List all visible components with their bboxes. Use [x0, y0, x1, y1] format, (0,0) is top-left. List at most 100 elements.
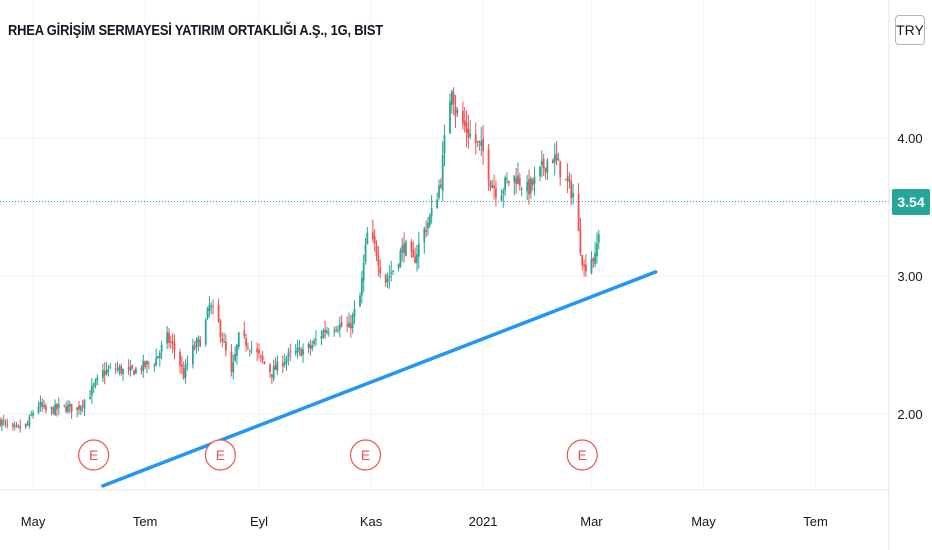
earnings-marker-ring [204, 439, 237, 471]
candle-body [474, 134, 477, 143]
candle-body [206, 308, 209, 319]
candle-body [320, 335, 323, 339]
candle-body [327, 332, 330, 334]
candle-body [39, 402, 42, 407]
candle-body [353, 308, 356, 317]
candle-body [45, 405, 47, 411]
candle-body [131, 364, 134, 369]
candle-body [281, 362, 284, 367]
currency-button[interactable]: TRY [895, 15, 925, 45]
earnings-marker-ring [78, 439, 110, 471]
candle-body [461, 110, 464, 124]
candle-body [225, 341, 227, 351]
candle-body [454, 106, 457, 116]
candle-body [272, 366, 275, 379]
candle-body [568, 179, 571, 181]
candle-body [41, 402, 44, 407]
candle-body [315, 339, 317, 341]
candle-body [520, 188, 523, 190]
candle-body [24, 423, 27, 428]
earnings-marker-label: E [216, 447, 225, 463]
candle-body [248, 350, 251, 352]
candle-body [452, 93, 455, 105]
candle-body [116, 368, 119, 370]
candle-body [4, 422, 7, 424]
grid-lines [0, 0, 889, 490]
earnings-marker-ring [349, 439, 382, 471]
candle-body [261, 356, 264, 360]
candle-body [2, 420, 5, 422]
candle-body [182, 368, 185, 379]
candle-body [78, 405, 80, 410]
candle-body [0, 420, 3, 426]
earnings-marker[interactable]: E [78, 439, 110, 471]
candle-body [96, 377, 99, 381]
candle-body [401, 245, 404, 253]
candle-body [184, 364, 187, 378]
candle-body [92, 384, 95, 387]
time-axis[interactable]: May Tem Eyl Kas 2021 Mar May Tem [0, 489, 889, 529]
candle-body [232, 362, 235, 373]
candle-body [120, 365, 123, 374]
candle-body [19, 426, 22, 429]
candle-body [386, 278, 389, 283]
candle-body [146, 361, 148, 365]
candle-body [140, 367, 143, 371]
candle-body [592, 258, 595, 262]
candle-body [195, 340, 198, 348]
candle-body [439, 184, 442, 188]
candle-body [157, 355, 159, 359]
y-tick-label: 2.00 [897, 407, 922, 422]
candle-body [274, 364, 277, 370]
candle-body [570, 180, 573, 199]
x-tick-label: May [691, 514, 716, 529]
candle-body [371, 231, 374, 239]
candle-body [403, 243, 405, 254]
x-tick-label: 2021 [469, 514, 498, 529]
candle-body [351, 315, 354, 329]
candle-body [171, 341, 174, 344]
candle-body [425, 229, 428, 232]
candle-body [199, 339, 202, 347]
candle-body [142, 360, 145, 371]
candle-body [193, 346, 196, 349]
candle-body [572, 192, 574, 198]
candle-body [270, 374, 273, 377]
candle-body [324, 329, 327, 333]
candle-body [54, 404, 57, 415]
candle-body [90, 386, 93, 396]
price-axis[interactable]: 2.00 3.00 4.00 [888, 0, 923, 550]
candle-body [298, 347, 301, 349]
candle-body [450, 90, 453, 105]
candle-body [379, 267, 382, 274]
candle-body [135, 368, 137, 374]
candle-body [326, 330, 328, 334]
candle-body [307, 344, 310, 348]
candle-body [259, 355, 262, 357]
candle-body [430, 208, 433, 217]
candle-body [456, 110, 459, 113]
candle-body [129, 366, 132, 372]
candle-body [427, 222, 429, 229]
candle-body [443, 135, 446, 154]
candle-body [577, 194, 580, 232]
candle-body [465, 122, 468, 133]
y-tick-label: 4.00 [897, 131, 922, 146]
candle-body [133, 370, 135, 376]
candle-body [94, 380, 97, 386]
candle-body [366, 232, 369, 245]
earnings-marker[interactable]: E [566, 439, 598, 471]
candle-body [30, 414, 33, 416]
candle-body [294, 350, 297, 354]
candle-body [81, 405, 84, 407]
trendline-layer[interactable] [101, 270, 658, 488]
candle-body [223, 341, 225, 343]
candle-body [28, 416, 31, 427]
candle-body [463, 120, 466, 126]
earnings-marker[interactable]: E [204, 439, 237, 471]
earnings-marker[interactable]: E [349, 439, 382, 471]
y-tick-label: 3.00 [897, 269, 922, 284]
candle-body [173, 343, 176, 350]
